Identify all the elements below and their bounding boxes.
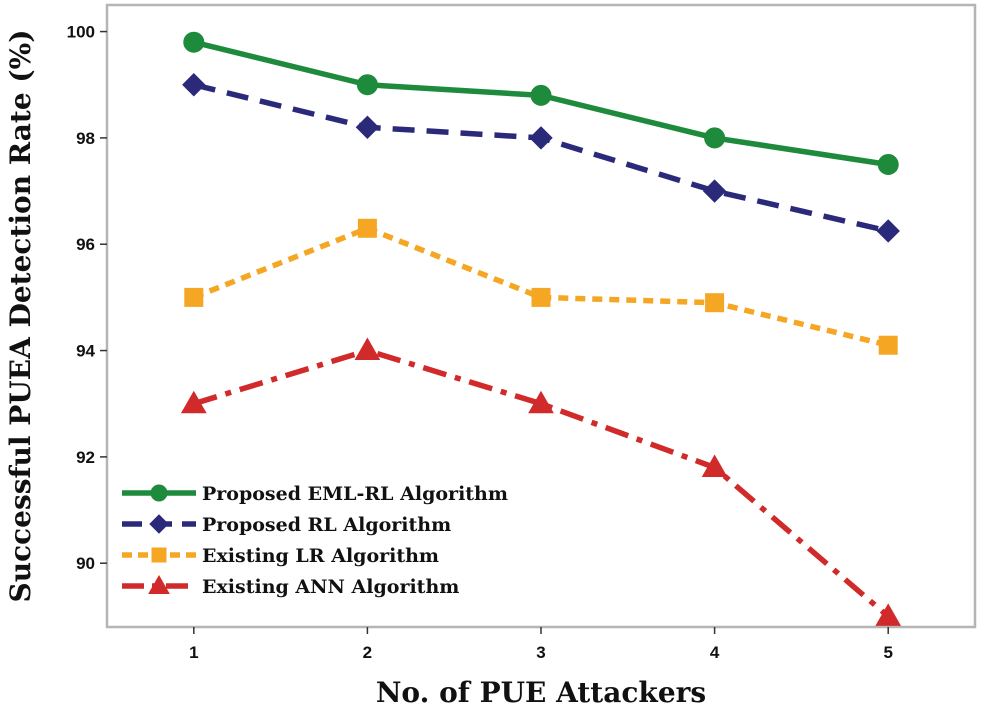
series-2 [184,218,898,355]
data-point [530,84,552,106]
series-line [192,225,889,348]
data-point [184,287,204,307]
series-line [193,82,889,234]
data-point [705,293,725,313]
data-point [356,74,378,96]
y-tick-label: 100 [67,23,95,42]
data-point [182,73,206,97]
legend-marker [151,547,167,563]
y-tick-label: 92 [76,448,95,467]
x-axis-title: No. of PUE Attackers [376,676,706,709]
data-point [183,31,205,53]
legend-entry: Proposed EML-RL Algorithm [122,483,508,505]
legend-marker [148,574,170,594]
data-point [528,390,554,414]
series-3 [180,337,902,626]
y-axis-title: Successful PUEA Detection Rate (%) [4,30,37,603]
series-layer [180,31,902,626]
data-point [877,153,899,175]
data-point [701,454,728,478]
data-point [704,127,726,149]
x-tick-label: 1 [189,643,198,662]
x-axis: 1 2 3 4 5 [189,627,893,662]
data-point [531,287,551,307]
legend-label: Existing ANN Algorithm [202,576,459,598]
data-point [357,218,377,238]
legend-label: Existing LR Algorithm [202,545,439,567]
legend-marker [149,514,169,534]
x-tick-label: 2 [363,643,372,662]
legend-marker [150,484,168,502]
legend: Proposed EML-RL Algorithm Proposed RL Alg… [122,483,508,598]
legend-entry: Existing LR Algorithm [122,545,439,567]
x-tick-label: 5 [883,643,892,662]
legend-label: Proposed EML-RL Algorithm [202,483,508,505]
legend-entry: Proposed RL Algorithm [122,514,451,536]
x-tick-label: 4 [710,643,720,662]
data-point [876,219,900,243]
y-tick-label: 96 [76,235,95,254]
data-point [702,179,727,203]
series-0 [183,31,899,175]
y-tick-label: 90 [76,554,95,573]
data-point [354,337,381,361]
y-axis: 90 92 94 96 98 100 [67,23,107,573]
data-point [878,335,898,355]
legend-label: Proposed RL Algorithm [202,514,451,536]
data-point [355,115,380,139]
y-tick-label: 98 [76,129,95,148]
data-point [180,390,207,414]
data-point [529,126,553,150]
series-line [192,347,890,619]
y-tick-label: 94 [76,342,95,361]
x-tick-label: 3 [536,643,545,662]
data-point [875,603,902,626]
legend-entry: Existing ANN Algorithm [122,574,459,598]
series-1 [182,73,900,243]
